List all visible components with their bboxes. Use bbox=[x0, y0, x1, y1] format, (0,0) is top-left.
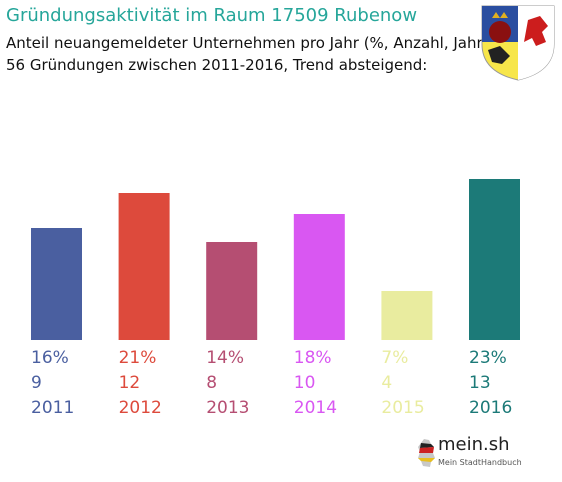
bar-2014 bbox=[293, 214, 345, 340]
percent-label-2013: 14% bbox=[206, 348, 244, 368]
bar-2013 bbox=[206, 242, 258, 340]
year-label-2016: 2016 bbox=[469, 398, 513, 418]
year-label-2011: 2011 bbox=[31, 398, 75, 418]
count-label-2011: 9 bbox=[31, 373, 42, 393]
mein-sh-logo: mein.sh Mein StadtHandbuch bbox=[416, 434, 526, 474]
bar-2016 bbox=[469, 179, 520, 340]
logo-tagline: Mein StadtHandbuch bbox=[438, 458, 522, 467]
percent-label-2016: 23% bbox=[469, 348, 507, 368]
percent-label-2011: 16% bbox=[31, 348, 69, 368]
chart-subtitle-line1: Anteil neuangemeldeter Unternehmen pro J… bbox=[6, 34, 489, 52]
coat-of-arms-icon bbox=[481, 5, 555, 81]
count-label-2012: 12 bbox=[118, 373, 141, 393]
bar-2015 bbox=[381, 291, 433, 340]
year-label-2014: 2014 bbox=[293, 398, 338, 418]
count-label-2015: 4 bbox=[381, 373, 393, 393]
logo-name: mein.sh bbox=[438, 434, 510, 455]
bar-2011 bbox=[31, 228, 82, 340]
count-label-2016: 13 bbox=[469, 373, 491, 393]
bar-2012 bbox=[118, 193, 170, 340]
chart-subtitle-line2: 56 Gründungen zwischen 2011-2016, Trend … bbox=[6, 56, 428, 74]
count-label-2013: 8 bbox=[206, 373, 218, 393]
percent-label-2014: 18% bbox=[293, 348, 332, 368]
germany-map-icon bbox=[418, 439, 435, 467]
year-label-2015: 2015 bbox=[381, 398, 425, 418]
percent-label-2015: 7% bbox=[381, 348, 409, 368]
count-label-2014: 10 bbox=[293, 373, 316, 393]
percent-label-2012: 21% bbox=[118, 348, 157, 368]
year-label-2013: 2013 bbox=[206, 398, 250, 418]
chart-title: Gründungsaktivität im Raum 17509 Rubenow bbox=[6, 5, 418, 26]
year-label-2012: 2012 bbox=[118, 398, 162, 418]
